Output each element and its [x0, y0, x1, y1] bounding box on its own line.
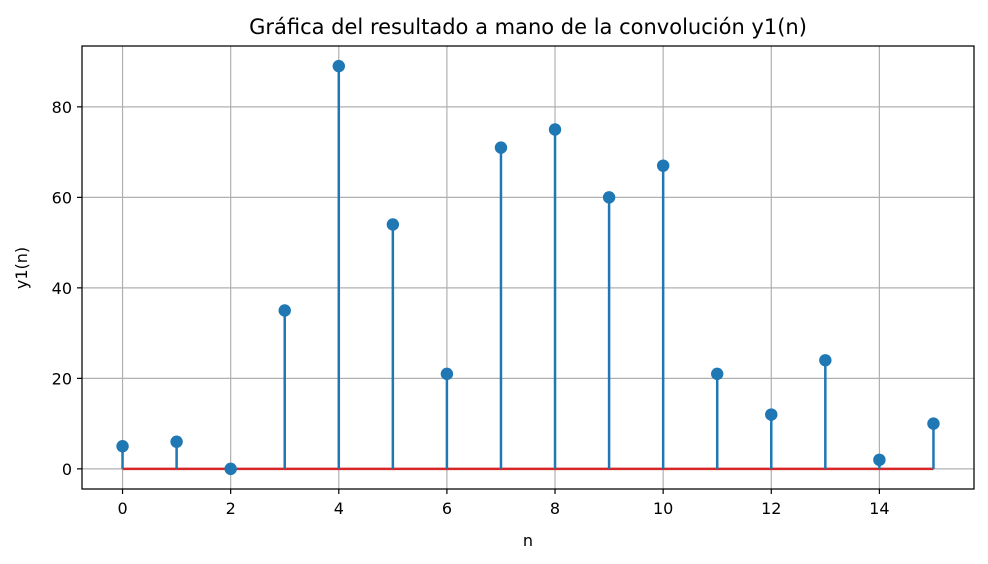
stem-marker [711, 367, 724, 381]
x-tick-label: 0 [117, 499, 127, 518]
grid-lines [82, 46, 974, 489]
stem-marker [548, 123, 562, 136]
chart-title: Gráfica del resultado a mano de la convo… [249, 15, 807, 39]
stem-marker [927, 417, 940, 430]
stem-marker [224, 462, 237, 476]
y-tick-label: 60 [52, 188, 72, 207]
y-axis-ticks: 0 20 40 60 80 [52, 98, 82, 479]
stem-marker [386, 218, 400, 231]
stem-marker [873, 453, 886, 467]
stem-marker [765, 408, 778, 421]
y-axis-label: y1(n) [12, 247, 31, 289]
x-tick-label: 2 [226, 499, 236, 518]
x-tick-label: 8 [550, 499, 560, 518]
stem-marker [494, 141, 508, 154]
stem-marker [116, 440, 129, 453]
marker-layer [116, 59, 940, 476]
y-tick-label: 0 [62, 460, 72, 479]
y-tick-label: 20 [52, 369, 72, 388]
x-tick-label: 14 [869, 499, 889, 518]
x-tick-label: 10 [653, 499, 673, 518]
x-tick-label: 12 [761, 499, 781, 518]
stem-marker [602, 191, 616, 204]
x-axis-label: n [523, 531, 533, 550]
y-tick-label: 40 [52, 279, 72, 298]
stem-layer [121, 66, 935, 469]
stem-marker [278, 304, 291, 317]
x-axis-ticks: 0 2 4 6 8 10 12 14 [117, 489, 890, 518]
stem-marker [332, 59, 345, 73]
stem-marker [170, 435, 183, 448]
x-tick-label: 4 [334, 499, 344, 518]
stem-marker [819, 354, 832, 367]
stem-marker [656, 159, 670, 172]
plot-frame [81, 45, 975, 490]
x-tick-label: 6 [442, 499, 452, 518]
y-tick-label: 80 [52, 98, 72, 117]
stem-marker [440, 367, 454, 381]
